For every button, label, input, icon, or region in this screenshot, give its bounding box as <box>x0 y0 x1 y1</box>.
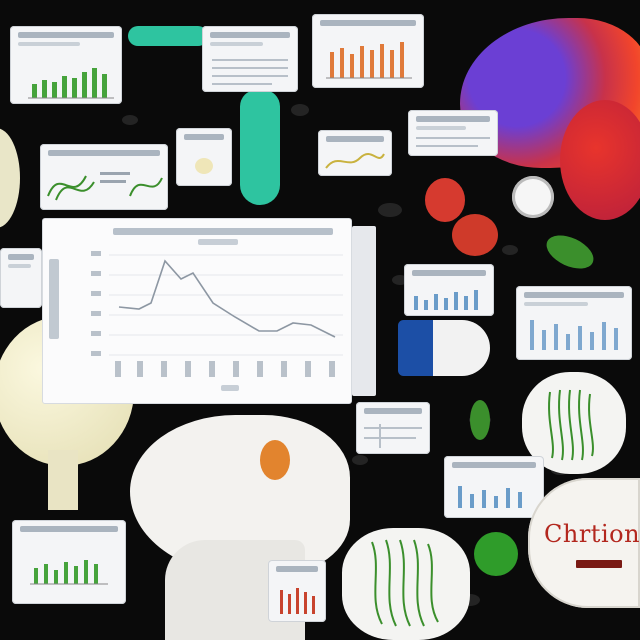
chart-title-bar <box>113 228 333 235</box>
x-tick-labels <box>115 361 335 377</box>
mini-table-card <box>408 110 498 156</box>
bottom-green-bar-card <box>12 520 126 604</box>
orange-bars <box>326 42 412 79</box>
leaf-icon-3 <box>470 400 490 440</box>
green-waves <box>47 172 163 201</box>
bottom-green-strokes <box>371 539 439 627</box>
line-plot <box>91 251 343 377</box>
glove-handle-icon <box>240 90 280 205</box>
brand-word: Chrtion <box>544 520 640 548</box>
clock-icon <box>512 176 554 218</box>
glove-icon <box>128 26 208 46</box>
brand-badge: Chrtion <box>528 478 640 608</box>
main-line-chart <box>42 218 352 404</box>
strawberry-icon-2 <box>452 214 498 256</box>
strawberry-icon <box>425 178 465 222</box>
blue-bar-card-2 <box>516 286 632 360</box>
blue-sign-icon <box>398 320 490 376</box>
green-wave-card <box>40 144 168 210</box>
green-bar-chart-card <box>10 26 122 104</box>
main-card-backing <box>352 226 376 396</box>
green-bars <box>28 68 114 99</box>
bulb-base-icon <box>48 450 78 510</box>
mini-card-1 <box>176 128 232 186</box>
table-card <box>202 26 298 92</box>
bottom-green-oval <box>342 528 470 640</box>
x-axis-label-bar <box>221 385 239 391</box>
ear-icon <box>260 440 290 480</box>
brand-tag-bar <box>576 560 622 568</box>
bottom-orange-bar-card <box>268 560 326 622</box>
y-tick-labels <box>91 251 101 356</box>
green-strokes <box>548 389 594 461</box>
left-mini-card <box>0 248 42 308</box>
leaf-icon-2 <box>474 532 518 576</box>
chart-subtitle-bar <box>198 239 238 245</box>
blue-bar-card-1 <box>404 264 494 316</box>
fish-fin-icon <box>560 100 640 220</box>
series-line <box>118 259 336 338</box>
y-axis-label-bar <box>49 259 59 339</box>
blue-bar-card-3 <box>444 456 544 518</box>
table-lines <box>212 59 288 85</box>
vase-icon <box>0 128 20 228</box>
mid-table-card <box>356 402 430 454</box>
mini-line-card <box>318 130 392 176</box>
orange-bar-chart-card <box>312 14 424 88</box>
